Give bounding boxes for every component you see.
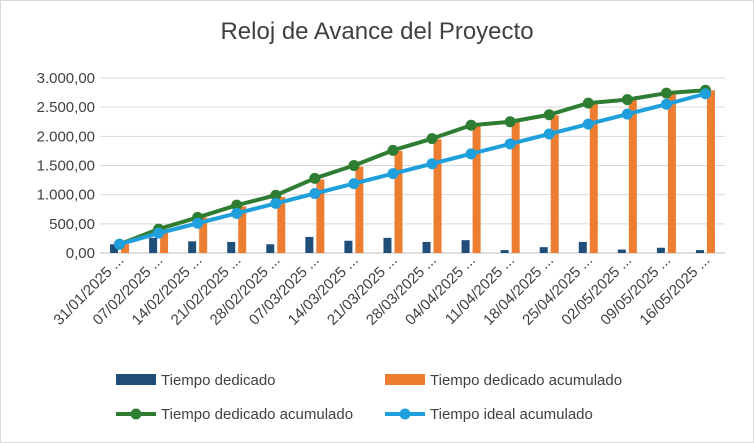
legend-item: Tiempo dedicado xyxy=(116,372,276,389)
point-tiempo-ideal-acumulado xyxy=(348,178,360,190)
legend-swatch xyxy=(385,374,425,385)
bar-tiempo-dedicado xyxy=(188,241,197,253)
point-tiempo-dedicado-acumulado xyxy=(504,116,516,128)
point-tiempo-dedicado-acumulado xyxy=(543,109,555,121)
point-tiempo-ideal-acumulado xyxy=(153,227,165,239)
point-tiempo-ideal-acumulado xyxy=(192,217,204,229)
bar-tiempo-dedicado-acumulado xyxy=(550,115,559,253)
point-tiempo-dedicado-acumulado xyxy=(309,172,321,184)
bar-tiempo-dedicado xyxy=(266,244,275,253)
legend-item: Tiempo dedicado acumulado xyxy=(116,406,353,423)
point-tiempo-dedicado-acumulado xyxy=(465,119,477,131)
bars xyxy=(110,90,715,254)
bar-tiempo-dedicado-acumulado xyxy=(433,139,442,253)
lines xyxy=(114,84,711,250)
point-tiempo-dedicado-acumulado xyxy=(621,94,633,106)
line-tiempo-dedicado-acumulado xyxy=(118,88,706,247)
point-tiempo-dedicado-acumulado xyxy=(387,144,399,156)
legend-label: Tiempo ideal acumulado xyxy=(430,406,593,423)
legend-swatch xyxy=(116,374,156,385)
point-tiempo-dedicado-acumulado xyxy=(231,199,243,211)
point-tiempo-dedicado-acumulado xyxy=(660,87,672,99)
bar-tiempo-dedicado-acumulado xyxy=(628,100,637,254)
bar-tiempo-dedicado-acumulado xyxy=(121,244,130,253)
point-tiempo-ideal-acumulado xyxy=(504,138,516,150)
legend-item: Tiempo ideal acumulado xyxy=(385,406,593,423)
point-tiempo-dedicado-acumulado xyxy=(348,160,360,171)
point-tiempo-ideal-acumulado xyxy=(543,128,555,140)
bar-tiempo-dedicado-acumulado xyxy=(394,150,403,253)
legend: Tiempo dedicado Tiempo dedicado acumulado… xyxy=(116,372,622,423)
point-tiempo-ideal-acumulado xyxy=(387,168,399,180)
bar-tiempo-dedicado xyxy=(656,247,665,253)
bar-tiempo-dedicado xyxy=(344,240,353,253)
y-tick-label: 1.000,00 xyxy=(37,187,95,204)
y-axis-ticks: 0,00 500,00 1.000,00 1.500,00 2.000,00 2.500,… xyxy=(37,70,95,262)
point-tiempo-ideal-acumulado xyxy=(621,108,633,120)
chart-title: Reloj de Avance del Proyecto xyxy=(220,18,534,45)
bar-tiempo-dedicado-acumulado xyxy=(511,121,520,253)
y-tick-label: 2.000,00 xyxy=(37,128,95,145)
y-tick-label: 500,00 xyxy=(49,216,95,233)
point-tiempo-ideal-acumulado xyxy=(309,188,321,199)
bar-tiempo-dedicado-acumulado xyxy=(589,103,598,254)
bar-tiempo-dedicado-acumulado xyxy=(238,206,247,253)
x-tick-label: 16/05/2025 ... xyxy=(636,252,713,329)
legend-label: Tiempo dedicado acumulado xyxy=(161,406,353,423)
bar-tiempo-dedicado-acumulado xyxy=(160,229,169,253)
bar-tiempo-dedicado-acumulado xyxy=(472,125,481,253)
point-tiempo-ideal-acumulado xyxy=(465,148,477,160)
point-tiempo-ideal-acumulado xyxy=(660,98,672,110)
point-tiempo-ideal-acumulado xyxy=(582,118,594,130)
point-tiempo-ideal-acumulado xyxy=(699,88,711,100)
y-tick-label: 3.000,00 xyxy=(37,70,95,87)
y-tick-label: 0,00 xyxy=(66,245,95,262)
legend-marker xyxy=(399,408,411,420)
y-tick-label: 1.500,00 xyxy=(37,158,95,175)
bar-tiempo-dedicado-acumulado xyxy=(316,179,325,253)
bar-tiempo-dedicado xyxy=(422,241,431,253)
y-tick-label: 2.500,00 xyxy=(37,99,95,116)
point-tiempo-ideal-acumulado xyxy=(114,238,126,250)
point-tiempo-ideal-acumulado xyxy=(231,207,243,219)
line-tiempo-ideal-acumulado xyxy=(118,91,706,247)
legend-label: Tiempo dedicado acumulado xyxy=(430,372,622,389)
bar-tiempo-dedicado xyxy=(149,237,158,253)
bar-tiempo-dedicado-acumulado xyxy=(667,94,676,253)
point-tiempo-dedicado-acumulado xyxy=(426,133,438,145)
bar-tiempo-dedicado-acumulado xyxy=(706,90,715,253)
bar-tiempo-dedicado xyxy=(695,250,704,253)
bar-tiempo-dedicado xyxy=(617,249,626,253)
bar-tiempo-dedicado-acumulado xyxy=(199,217,208,253)
bar-tiempo-dedicado xyxy=(461,240,470,253)
bar-tiempo-dedicado xyxy=(110,244,119,253)
bar-tiempo-dedicado xyxy=(227,241,236,253)
legend-item: Tiempo dedicado acumulado xyxy=(385,372,622,389)
bar-tiempo-dedicado-acumulado xyxy=(277,197,286,253)
bar-tiempo-dedicado xyxy=(383,237,392,253)
legend-label: Tiempo dedicado xyxy=(161,372,276,389)
legend-marker xyxy=(130,408,142,420)
point-tiempo-ideal-acumulado xyxy=(426,158,438,170)
point-tiempo-dedicado-acumulado xyxy=(582,97,594,109)
bar-tiempo-dedicado xyxy=(500,250,509,253)
bar-tiempo-dedicado xyxy=(578,241,587,253)
bar-tiempo-dedicado xyxy=(539,247,548,253)
x-axis-ticks: 31/01/2025 ...07/02/2025 ...14/02/2025 .… xyxy=(50,252,713,329)
bar-tiempo-dedicado-acumulado xyxy=(355,166,364,253)
point-tiempo-dedicado-acumulado xyxy=(270,189,282,201)
bar-tiempo-dedicado xyxy=(305,236,314,253)
point-tiempo-ideal-acumulado xyxy=(270,197,282,209)
